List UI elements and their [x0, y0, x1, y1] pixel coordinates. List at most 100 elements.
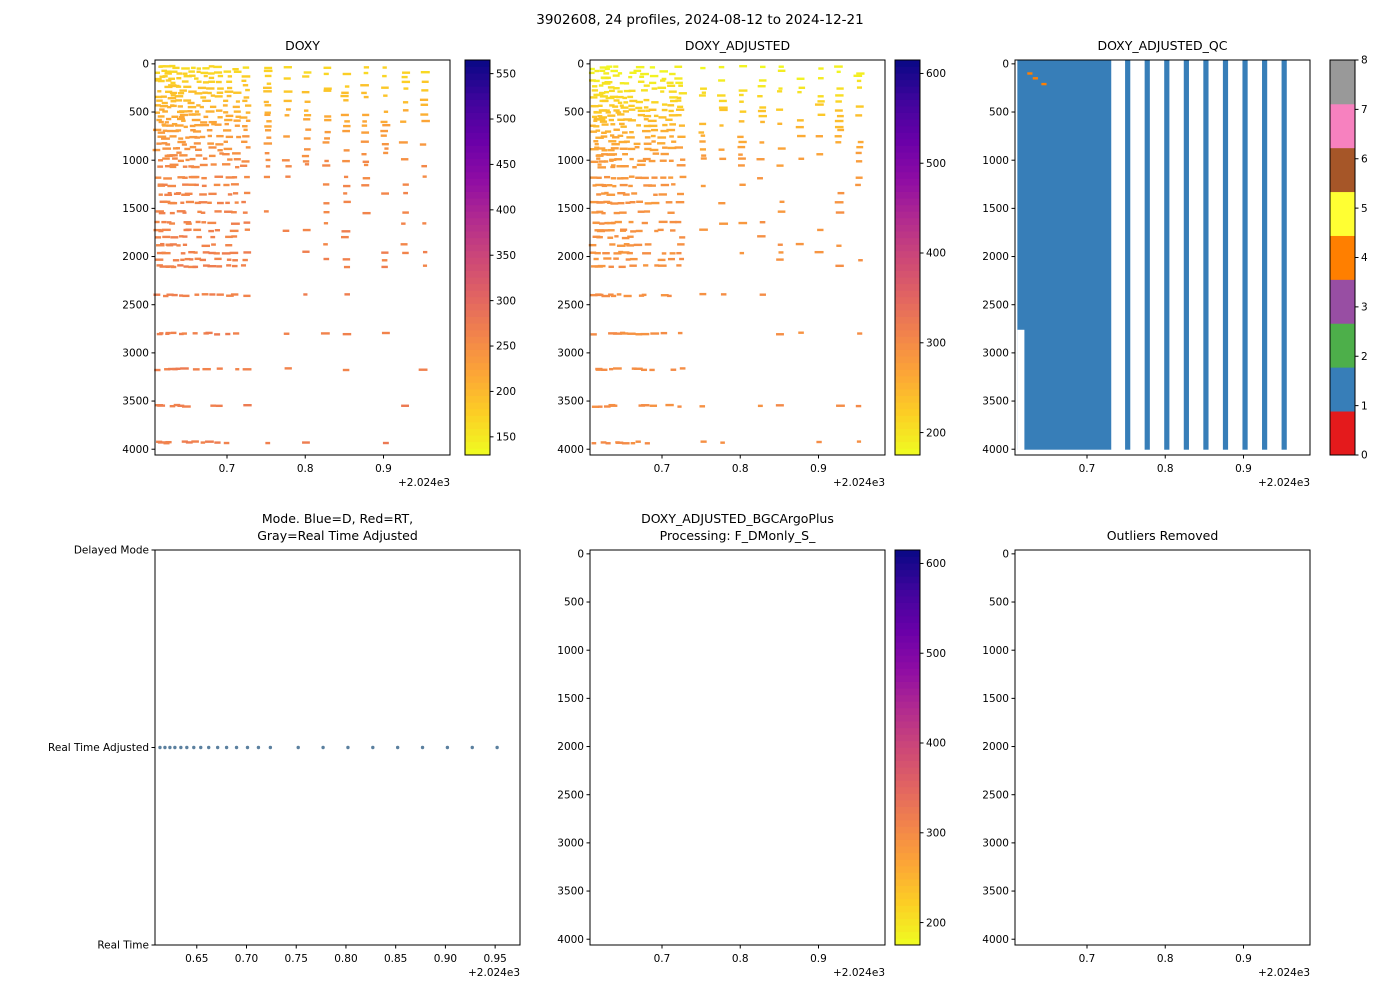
subplot-qc: 0.7 0.8 0.9 +2.024e3 0 500 1000 1500 2000 2500 300…	[982, 55, 1368, 489]
svg-text:2500: 2500	[557, 299, 584, 311]
svg-text:500: 500	[564, 597, 584, 609]
svg-text:0.9: 0.9	[1235, 463, 1252, 475]
svg-text:4000: 4000	[122, 444, 149, 456]
svg-text:500: 500	[926, 158, 946, 170]
svg-text:0.7: 0.7	[219, 463, 236, 475]
svg-text:250: 250	[496, 341, 516, 353]
doxy-adjusted-title: DOXY_ADJUSTED	[684, 38, 791, 53]
doxy-title: DOXY	[285, 38, 320, 53]
svg-text:3500: 3500	[982, 886, 1009, 898]
svg-text:2500: 2500	[982, 299, 1009, 311]
svg-text:+2.024e3: +2.024e3	[833, 967, 885, 979]
svg-text:1500: 1500	[982, 203, 1009, 215]
svg-text:300: 300	[926, 337, 946, 349]
svg-text:0.9: 0.9	[810, 953, 827, 965]
svg-text:8: 8	[1361, 55, 1368, 67]
svg-text:3500: 3500	[982, 396, 1009, 408]
svg-text:500: 500	[989, 107, 1009, 119]
svg-text:3500: 3500	[122, 396, 149, 408]
svg-text:4000: 4000	[982, 934, 1009, 946]
figure-suptitle: 3902608, 24 profiles, 2024-08-12 to 2024…	[536, 12, 864, 28]
svg-text:1500: 1500	[982, 693, 1009, 705]
mode-title: Mode. Blue=D, Red=RT, Gray=Real Time Adj…	[257, 511, 418, 543]
svg-text:0: 0	[142, 59, 149, 71]
svg-text:400: 400	[926, 248, 946, 260]
svg-text:0.7: 0.7	[1079, 463, 1096, 475]
svg-text:Real Time: Real Time	[97, 940, 149, 952]
svg-text:3: 3	[1361, 302, 1368, 314]
svg-text:0.9: 0.9	[1235, 953, 1252, 965]
svg-text:200: 200	[926, 427, 946, 439]
svg-text:0: 0	[1002, 549, 1009, 561]
svg-text:2000: 2000	[122, 251, 149, 263]
svg-text:0: 0	[1361, 450, 1368, 462]
svg-text:0: 0	[577, 549, 584, 561]
svg-text:3500: 3500	[557, 886, 584, 898]
svg-text:0: 0	[1002, 59, 1009, 71]
svg-text:0.85: 0.85	[384, 953, 407, 965]
svg-text:0.7: 0.7	[654, 953, 671, 965]
svg-text:300: 300	[496, 295, 516, 307]
subplot-doxy: 0.7 0.8 0.9 +2.024e3 0 500 1000 1500 2000 2500 300…	[122, 59, 516, 489]
svg-text:600: 600	[926, 68, 946, 80]
svg-text:0.8: 0.8	[297, 463, 314, 475]
svg-text:1000: 1000	[982, 155, 1009, 167]
svg-text:3000: 3000	[557, 348, 584, 360]
svg-text:1500: 1500	[557, 693, 584, 705]
svg-text:350: 350	[496, 250, 516, 262]
svg-text:1000: 1000	[557, 155, 584, 167]
svg-text:4000: 4000	[982, 444, 1009, 456]
svg-text:Real Time Adjusted: Real Time Adjusted	[48, 742, 149, 754]
svg-text:500: 500	[564, 107, 584, 119]
svg-text:4: 4	[1361, 252, 1368, 264]
qc-title: DOXY_ADJUSTED_QC	[1097, 38, 1228, 53]
svg-text:1500: 1500	[122, 203, 149, 215]
subplot-outliers: 0.7 0.8 0.9 +2.024e3 0 500 1000 1500 2000 2500 300…	[982, 549, 1311, 979]
svg-text:3000: 3000	[122, 348, 149, 360]
svg-text:1: 1	[1361, 400, 1368, 412]
svg-text:0.95: 0.95	[483, 953, 506, 965]
svg-text:+2.024e3: +2.024e3	[833, 477, 885, 489]
svg-text:400: 400	[926, 738, 946, 750]
svg-text:0.9: 0.9	[810, 463, 827, 475]
svg-text:+2.024e3: +2.024e3	[398, 477, 450, 489]
svg-text:500: 500	[496, 114, 516, 126]
svg-text:4000: 4000	[557, 444, 584, 456]
svg-text:450: 450	[496, 159, 516, 171]
outliers-title: Outliers Removed	[1106, 528, 1219, 543]
svg-text:5: 5	[1361, 203, 1368, 215]
svg-text:0.9: 0.9	[375, 463, 392, 475]
bgc-processing-title: DOXY_ADJUSTED_BGCArgoPlus Processing: F_…	[641, 511, 834, 543]
svg-text:2000: 2000	[982, 741, 1009, 753]
svg-text:500: 500	[129, 107, 149, 119]
svg-text:0.70: 0.70	[235, 953, 258, 965]
svg-text:7: 7	[1361, 104, 1368, 116]
svg-text:6: 6	[1361, 153, 1368, 165]
svg-text:0.75: 0.75	[285, 953, 308, 965]
svg-text:2500: 2500	[557, 789, 584, 801]
svg-text:+2.024e3: +2.024e3	[1258, 477, 1310, 489]
svg-text:2000: 2000	[557, 741, 584, 753]
svg-text:3000: 3000	[982, 348, 1009, 360]
svg-text:2: 2	[1361, 351, 1368, 363]
subplot-doxy-adjusted: 0.7 0.8 0.9 +2.024e3 0 500 1000 1500 2000 2500 300…	[557, 59, 946, 489]
svg-text:+2.024e3: +2.024e3	[1258, 967, 1310, 979]
svg-text:0.8: 0.8	[732, 953, 749, 965]
svg-text:200: 200	[926, 917, 946, 929]
svg-text:0.90: 0.90	[434, 953, 457, 965]
svg-text:0: 0	[577, 59, 584, 71]
svg-text:2000: 2000	[982, 251, 1009, 263]
svg-text:400: 400	[496, 205, 516, 217]
svg-text:3500: 3500	[557, 396, 584, 408]
subplot-bgc-processing: 0.7 0.8 0.9 +2.024e3 0 500 1000 1500 2000 2500 300…	[557, 549, 946, 979]
svg-text:1000: 1000	[122, 155, 149, 167]
svg-text:500: 500	[926, 648, 946, 660]
svg-text:2000: 2000	[557, 251, 584, 263]
svg-text:0.65: 0.65	[185, 953, 208, 965]
svg-text:500: 500	[989, 597, 1009, 609]
svg-text:0.7: 0.7	[1079, 953, 1096, 965]
svg-text:300: 300	[926, 827, 946, 839]
svg-text:3000: 3000	[982, 838, 1009, 850]
svg-text:600: 600	[926, 558, 946, 570]
